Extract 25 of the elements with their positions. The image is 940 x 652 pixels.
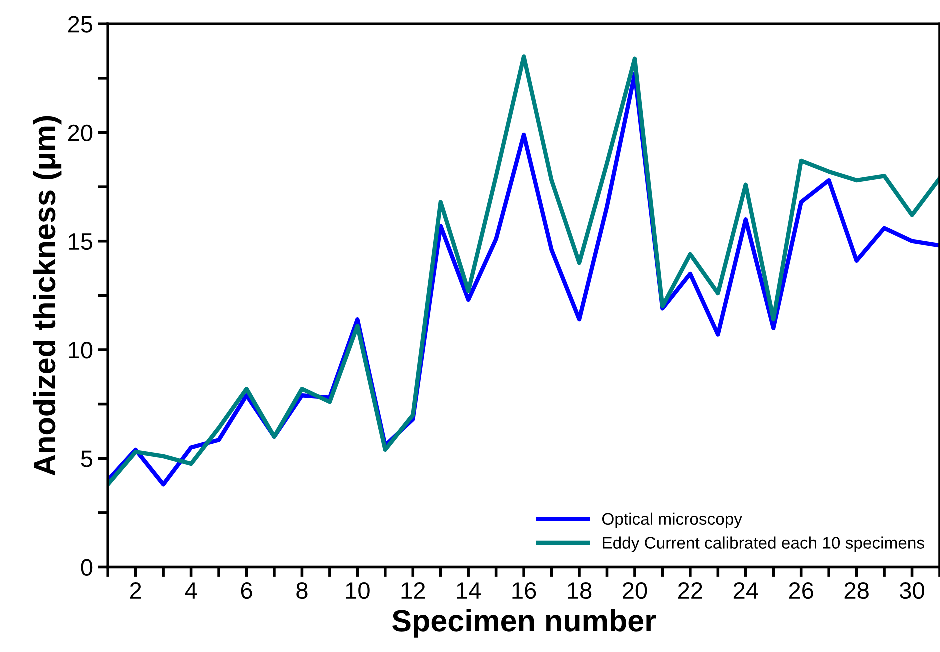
y-tick-label: 25 xyxy=(68,16,93,33)
x-tick-label: 22 xyxy=(678,582,702,599)
legend-label: Eddy Current calibrated each 10 specimens xyxy=(603,536,924,552)
x-tick-label: 30 xyxy=(900,582,924,600)
y-tick-label: 15 xyxy=(69,234,93,250)
x-tick-label: 4 xyxy=(185,582,198,599)
x-tick-label: 26 xyxy=(789,582,814,600)
x-tick-label: 28 xyxy=(844,582,869,600)
x-tick-label: 16 xyxy=(512,582,536,600)
y-tick-label: 10 xyxy=(69,342,93,359)
y-tick-label: 0 xyxy=(81,559,93,576)
x-axis-title: Specimen number xyxy=(392,609,656,638)
x-tick-label: 24 xyxy=(734,582,758,599)
legend-label: Optical microscopy xyxy=(602,512,742,528)
x-tick-label: 20 xyxy=(623,582,648,600)
x-tick-label: 10 xyxy=(346,582,370,600)
y-tick-label: 5 xyxy=(81,450,93,468)
x-tick-label: 14 xyxy=(457,582,482,599)
y-axis-title: Anodized thickness (μm) xyxy=(33,116,62,476)
x-tick-label: 8 xyxy=(296,582,308,600)
x-tick-label: 2 xyxy=(130,582,142,599)
x-tick-label: 18 xyxy=(568,582,592,600)
y-tick-label: 20 xyxy=(68,124,93,142)
x-tick-label: 6 xyxy=(241,582,252,600)
x-tick-label: 12 xyxy=(402,582,426,599)
